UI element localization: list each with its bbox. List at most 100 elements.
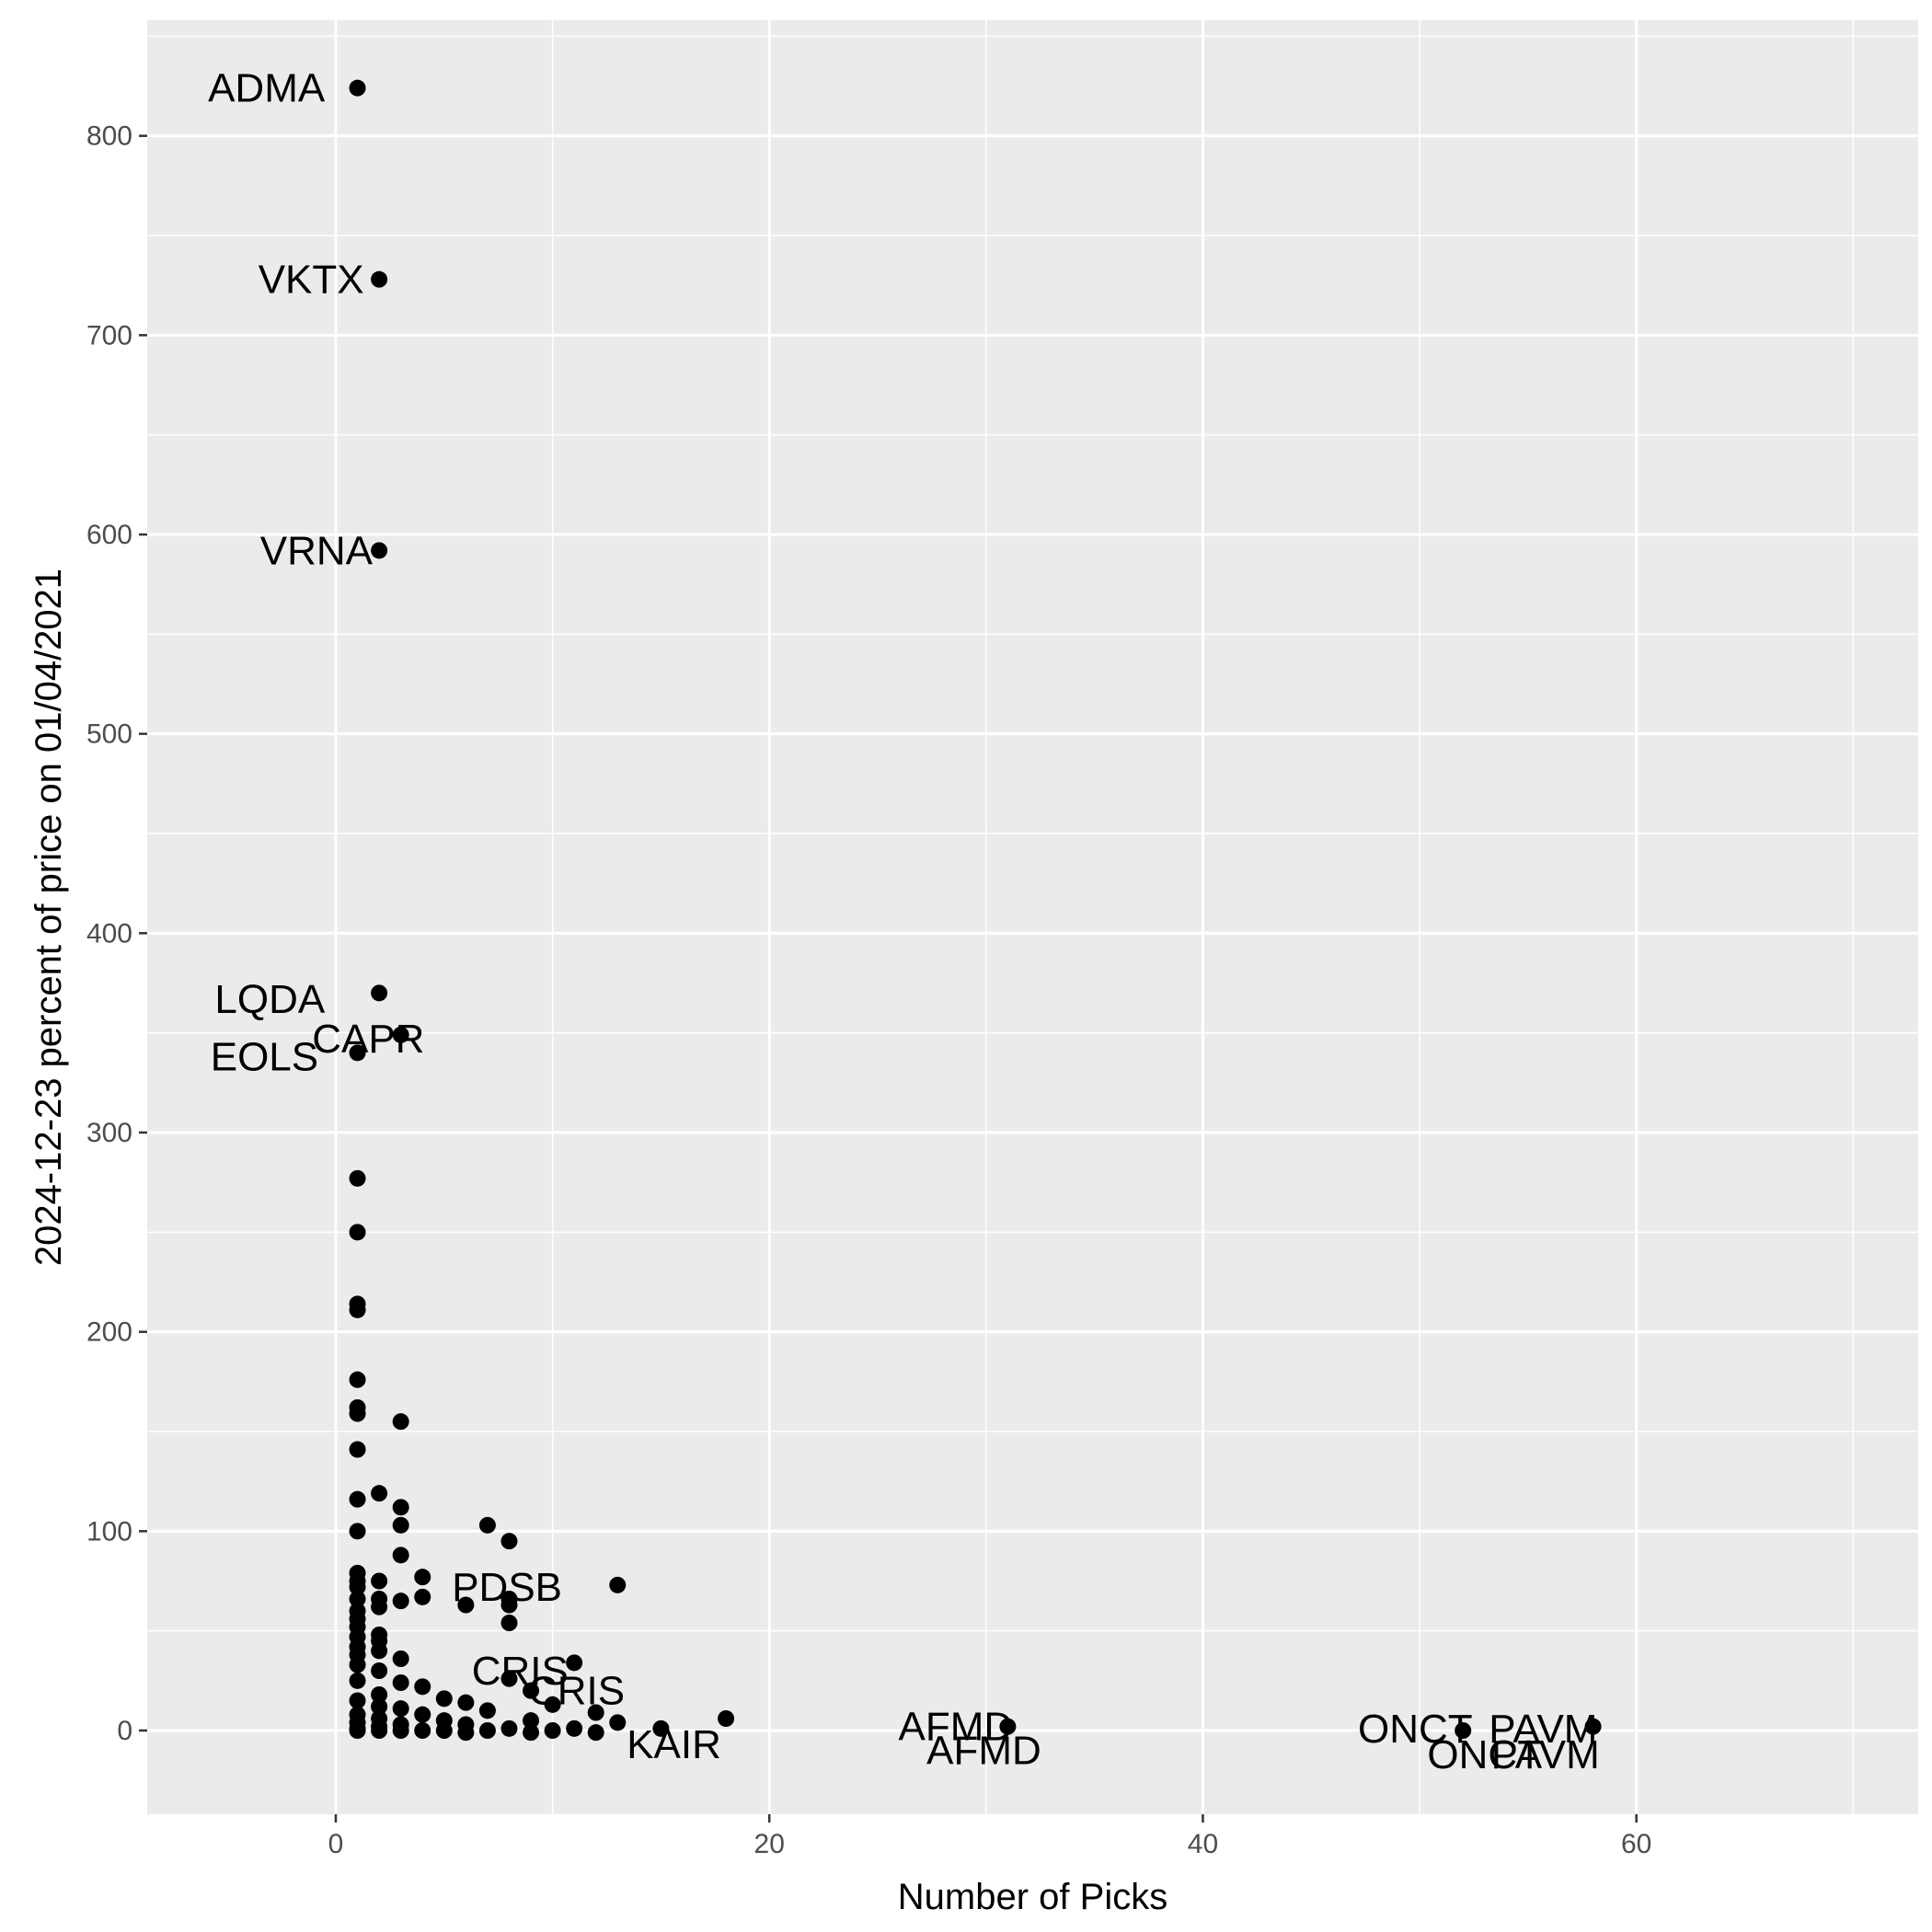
- x-axis-title: Number of Picks: [898, 1877, 1167, 1917]
- data-point: [478, 1722, 496, 1739]
- data-point: [609, 1714, 627, 1731]
- x-axis-ticks: 0 20 40 60: [328, 1814, 1651, 1859]
- data-point: [392, 1722, 409, 1739]
- data-point: [371, 1572, 388, 1590]
- x-tick-label: 40: [1188, 1829, 1218, 1859]
- point-label: LQDA: [214, 977, 325, 1022]
- data-point: [500, 1670, 518, 1687]
- data-point: [349, 1371, 366, 1388]
- data-point: [392, 1700, 409, 1718]
- data-point: [371, 1598, 388, 1616]
- y-tick-label: 200: [86, 1317, 132, 1348]
- y-tick-label: 300: [86, 1118, 132, 1148]
- y-tick-label: 700: [86, 320, 132, 351]
- data-point: [999, 1718, 1017, 1735]
- data-point: [349, 1301, 366, 1318]
- data-point: [1584, 1718, 1602, 1735]
- point-label: ADMA: [208, 66, 326, 111]
- data-point: [566, 1719, 583, 1737]
- y-tick-label: 100: [86, 1516, 132, 1547]
- data-point: [392, 1650, 409, 1667]
- data-point: [349, 1722, 366, 1739]
- y-tick-label: 800: [86, 121, 132, 152]
- data-point: [523, 1682, 540, 1699]
- point-label: PAVM: [1489, 1707, 1597, 1752]
- data-point: [349, 79, 366, 97]
- data-point: [392, 1516, 409, 1534]
- y-tick-label: 0: [117, 1716, 132, 1746]
- data-point: [392, 1413, 409, 1431]
- data-point: [371, 270, 388, 288]
- data-point: [587, 1724, 604, 1742]
- data-point: [392, 1593, 409, 1610]
- data-point: [435, 1690, 453, 1708]
- y-tick-label: 500: [86, 719, 132, 750]
- data-point: [371, 1485, 388, 1502]
- data-point: [392, 1026, 409, 1043]
- data-point: [1455, 1722, 1472, 1739]
- data-point: [349, 1405, 366, 1422]
- x-tick-label: 20: [754, 1829, 785, 1859]
- point-label: ONCT: [1358, 1707, 1473, 1752]
- y-axis-title: 2024-12-23 percent of price on 01/04/202…: [29, 569, 69, 1266]
- point-label: ONCT: [1427, 1732, 1542, 1777]
- data-point: [457, 1724, 475, 1742]
- y-tick-label: 600: [86, 520, 132, 550]
- data-point: [414, 1678, 431, 1696]
- data-point: [349, 1692, 366, 1709]
- data-point: [478, 1702, 496, 1719]
- data-point: [414, 1588, 431, 1605]
- data-point: [500, 1533, 518, 1550]
- data-point: [349, 1441, 366, 1458]
- data-point: [414, 1569, 431, 1586]
- data-point: [349, 1523, 366, 1540]
- data-point: [500, 1615, 518, 1631]
- point-label: PDSB: [452, 1565, 562, 1610]
- data-point: [609, 1576, 627, 1593]
- data-point: [371, 1642, 388, 1660]
- data-point: [500, 1596, 518, 1614]
- data-point: [500, 1719, 518, 1737]
- data-point: [349, 1044, 366, 1062]
- y-axis-ticks: 0 100 200 300 400 500 600 700 800: [86, 121, 147, 1746]
- point-label: VRNA: [260, 528, 374, 573]
- data-point: [349, 1656, 366, 1673]
- data-point: [457, 1694, 475, 1711]
- point-labels: ADMAVKTXVRNALQDACAPREOLSPDSBCRISCRISKAIR…: [208, 66, 1600, 1777]
- data-point: [523, 1712, 540, 1730]
- plot-panel: [147, 20, 1918, 1814]
- data-point: [414, 1706, 431, 1723]
- data-point: [435, 1722, 453, 1739]
- data-point: [544, 1722, 561, 1739]
- point-label: AFMD: [899, 1705, 1014, 1750]
- data-point: [349, 1490, 366, 1508]
- data-point: [392, 1674, 409, 1691]
- data-point: [349, 1591, 366, 1607]
- point-label: AFMD: [926, 1729, 1041, 1774]
- data-points: [349, 79, 1602, 1742]
- point-label: EOLS: [211, 1035, 318, 1080]
- data-point: [371, 542, 388, 559]
- data-point: [478, 1516, 496, 1534]
- minor-gridlines: [147, 20, 1918, 1814]
- point-label: CAPR: [312, 1017, 424, 1062]
- data-point: [349, 1579, 366, 1595]
- point-label: KAIR: [627, 1722, 721, 1767]
- data-point: [544, 1696, 561, 1713]
- data-point: [457, 1596, 475, 1614]
- data-point: [718, 1710, 735, 1727]
- data-point: [566, 1654, 583, 1672]
- data-point: [652, 1719, 670, 1737]
- data-point: [371, 984, 388, 1002]
- data-point: [392, 1499, 409, 1516]
- data-point: [587, 1704, 604, 1721]
- data-point: [371, 1686, 388, 1703]
- x-tick-label: 60: [1621, 1829, 1651, 1859]
- point-label: VKTX: [259, 258, 364, 303]
- data-point: [371, 1662, 388, 1679]
- data-point: [371, 1698, 388, 1715]
- point-label: CRIS: [528, 1669, 625, 1714]
- data-point: [349, 1672, 366, 1689]
- data-point: [349, 1169, 366, 1187]
